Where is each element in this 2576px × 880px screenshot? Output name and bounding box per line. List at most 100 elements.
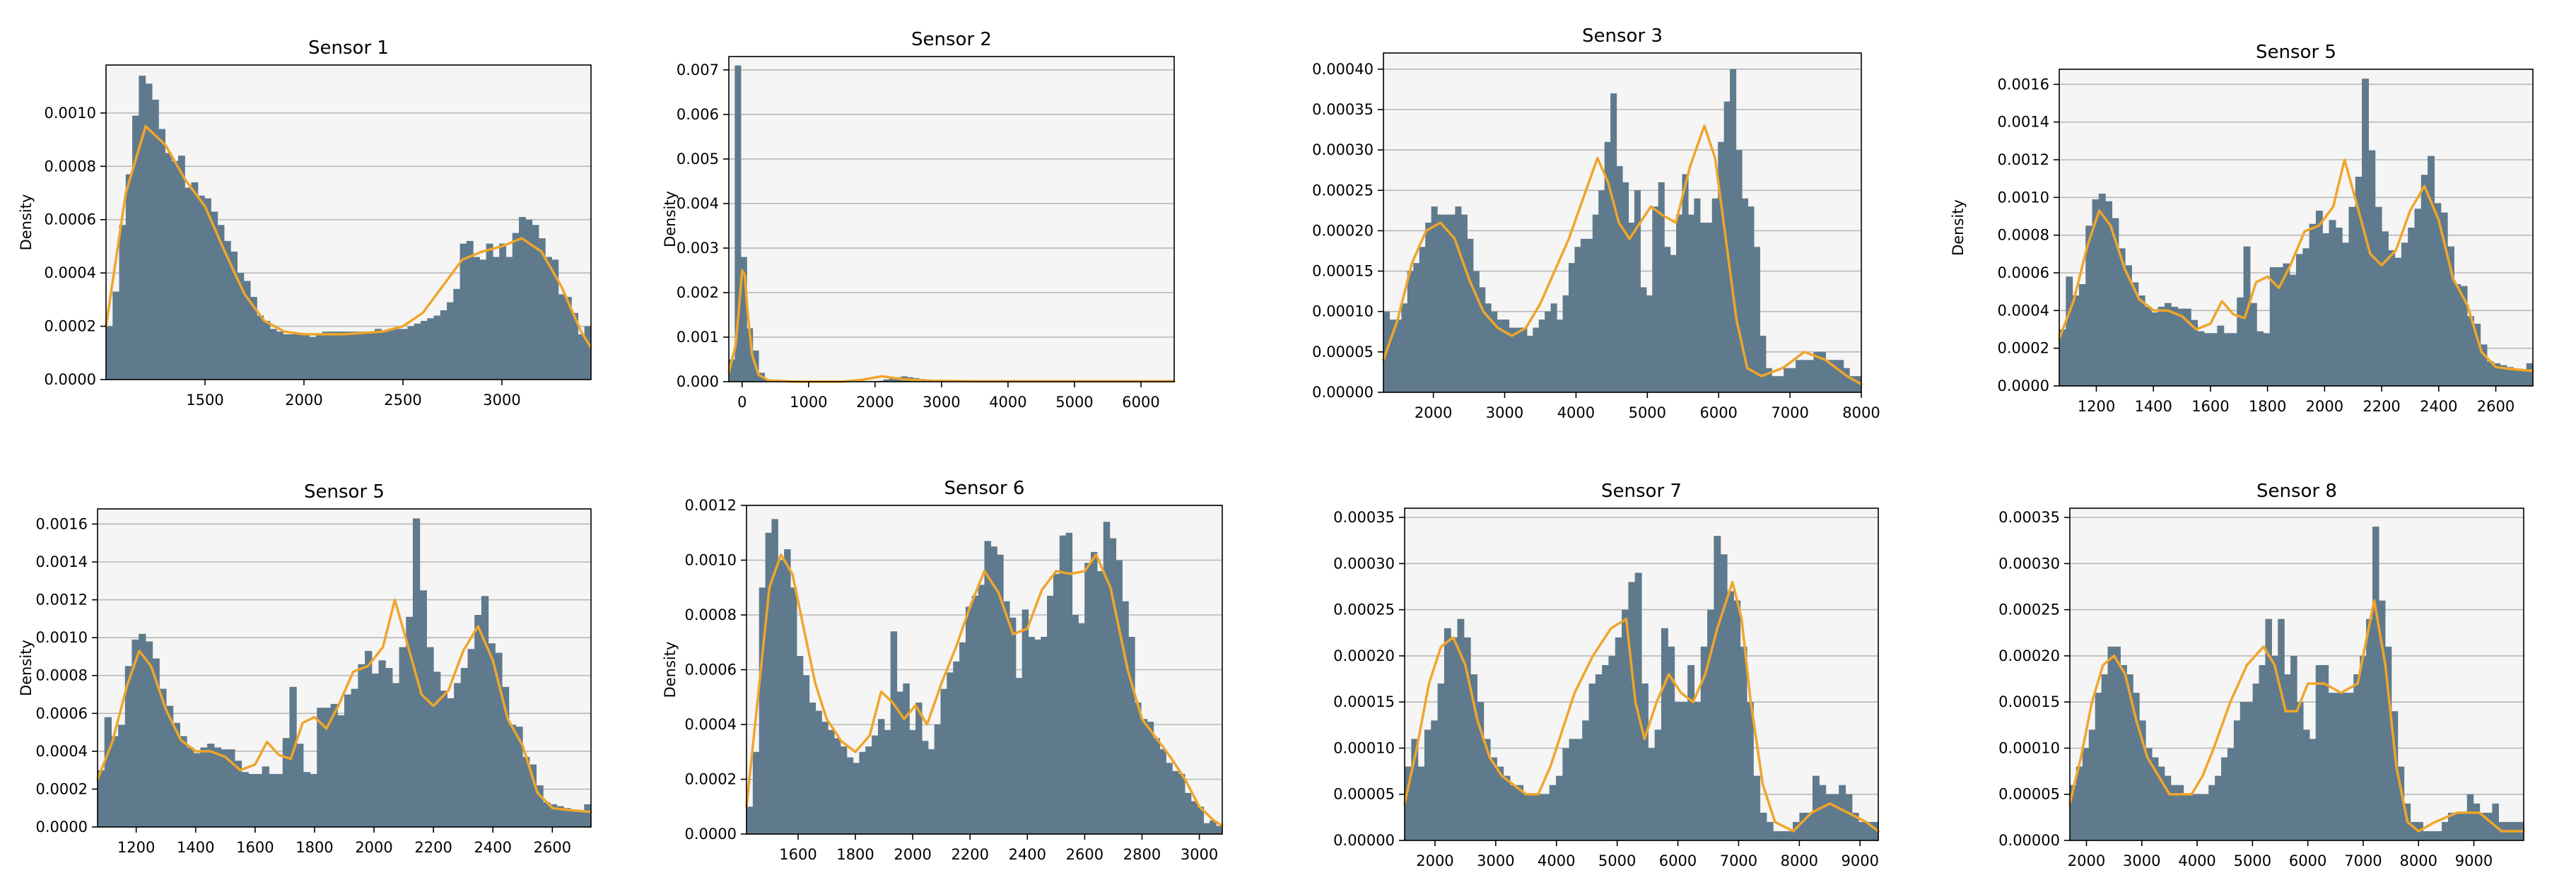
histogram-bar: [778, 560, 785, 834]
histogram-bar: [2211, 333, 2218, 386]
histogram-bar: [1580, 238, 1587, 392]
histogram-bar: [2378, 600, 2386, 840]
histogram-bar: [2408, 228, 2416, 386]
histogram-bar: [1746, 702, 1754, 840]
histogram-bar: [159, 688, 167, 827]
y-tick-label: 0.0002: [685, 771, 737, 788]
histogram-bar: [241, 772, 249, 827]
y-tick-label: 0.00000: [1998, 832, 2060, 849]
kde-curve: [2068, 599, 2525, 833]
histogram-bar: [853, 763, 860, 834]
histogram-bar: [1122, 601, 1129, 835]
histogram-bar: [1479, 287, 1486, 392]
histogram-bar: [959, 642, 966, 834]
y-tick-label: 0.0004: [45, 264, 96, 281]
histogram-bar: [1760, 336, 1767, 392]
histogram-bar: [1389, 319, 1396, 392]
histogram-bar: [2070, 785, 2077, 840]
histogram-bar: [1786, 831, 1793, 840]
histogram-bar: [1448, 214, 1456, 392]
histogram-bar: [1720, 554, 1728, 840]
histogram-bar: [1855, 376, 1862, 392]
histogram-bar: [2526, 363, 2534, 386]
x-tick-label: 2000: [2306, 398, 2343, 415]
histogram-bar: [802, 675, 810, 834]
histogram-bar: [197, 195, 205, 380]
x-tick-label: 7000: [1771, 404, 1808, 421]
histogram-bar: [1047, 595, 1054, 834]
histogram-bar: [1197, 806, 1205, 834]
y-tick-label: 0.00015: [1998, 693, 2060, 710]
histogram-bar: [2230, 333, 2237, 386]
histogram-bar: [492, 257, 500, 380]
histogram-bar: [1831, 360, 1838, 392]
histogram-bar: [1437, 214, 1444, 392]
histogram-bar: [940, 688, 947, 835]
histogram-bar: [1634, 190, 1641, 392]
histogram-bar: [303, 772, 311, 827]
x-tick-label: 6000: [1122, 394, 1159, 411]
x-tick-label: 2400: [1009, 846, 1046, 863]
histogram-bar: [1765, 368, 1772, 392]
histogram-bar: [2151, 312, 2159, 386]
histogram-bar: [118, 724, 126, 827]
histogram-bar: [1628, 582, 1636, 840]
x-tick-label: 1600: [236, 839, 274, 856]
kde-curve: [1403, 580, 1880, 833]
histogram-bar: [2335, 228, 2343, 386]
histogram-bar: [563, 808, 571, 827]
histogram-bar: [2095, 693, 2102, 840]
histogram-bar: [1753, 247, 1760, 392]
histogram-bar: [543, 802, 551, 827]
histogram-bar: [191, 182, 199, 380]
histogram-bar: [2466, 316, 2474, 386]
histogram-bar: [1622, 609, 1629, 840]
histogram-bar: [1556, 775, 1563, 840]
histogram-bar: [2105, 201, 2113, 386]
histogram-bar: [165, 153, 172, 380]
histogram-bar: [1616, 166, 1623, 392]
histogram-bar: [2278, 618, 2285, 840]
y-tick-label: 0.0010: [685, 552, 737, 569]
histogram-bar: [2101, 674, 2109, 840]
histogram-bar: [355, 332, 363, 380]
y-tick-label: 0.0010: [36, 629, 88, 646]
histogram-bar: [407, 326, 415, 380]
histogram-bar: [399, 647, 406, 827]
chart-title: Sensor 6: [944, 478, 1025, 499]
x-tick-label: 2400: [474, 839, 512, 856]
histogram-bar: [317, 708, 324, 827]
histogram-bar: [2473, 324, 2481, 386]
y-tick-label: 0.0004: [685, 716, 737, 733]
y-tick-label: 0.004: [677, 195, 719, 212]
histogram-bar: [358, 664, 365, 827]
histogram-bar: [1825, 794, 1833, 840]
histogram-bar: [765, 532, 773, 834]
histogram-bar: [1003, 601, 1010, 835]
x-tick-label: 9000: [2455, 852, 2493, 869]
histogram-bar: [1694, 198, 1701, 392]
histogram-bar: [1871, 821, 1879, 840]
plot-background: [729, 57, 1174, 382]
histogram-bar: [1041, 637, 1048, 834]
histogram-bar: [257, 315, 264, 380]
y-tick-label: 0.000: [677, 373, 719, 390]
histogram-bar: [1562, 295, 1569, 392]
histogram-bar: [1595, 674, 1603, 840]
histogram-bar: [953, 661, 960, 835]
histogram-bar: [2360, 655, 2367, 840]
y-tick-label: 0.00025: [1333, 602, 1395, 618]
y-tick-label: 0.0006: [1998, 264, 2049, 281]
y-tick-label: 0.002: [677, 284, 719, 301]
y-tick-label: 0.00030: [1312, 141, 1374, 158]
chart-title: Sensor 7: [1601, 481, 1682, 502]
histogram-bar: [1687, 214, 1694, 392]
histogram-bar: [1529, 794, 1537, 840]
histogram-bar: [139, 633, 146, 827]
y-tick-label: 0.0006: [685, 662, 737, 679]
histogram-bar: [828, 729, 835, 834]
histogram-bar: [1682, 174, 1689, 392]
histogram-bar: [2269, 267, 2277, 386]
histogram-bar: [2171, 307, 2179, 386]
histogram-bar: [2259, 664, 2266, 840]
